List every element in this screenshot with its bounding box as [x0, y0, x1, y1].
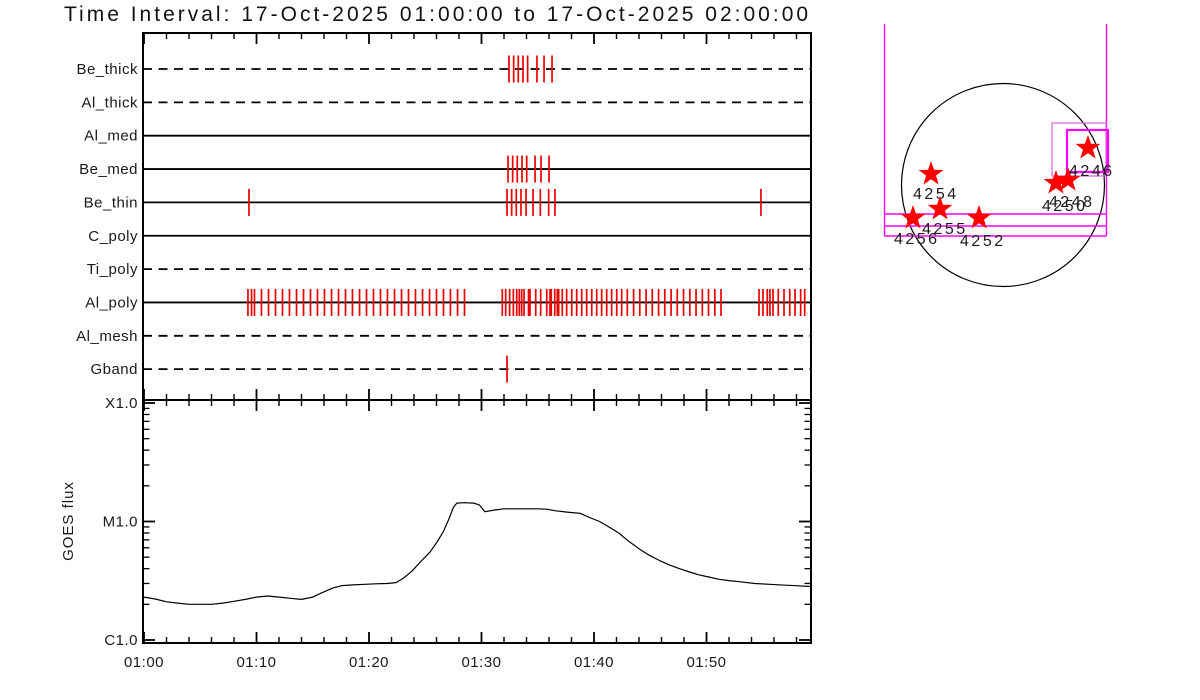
timeline-row-label: Al_mesh: [76, 328, 138, 345]
goes-ylabel: GOES flux: [60, 481, 77, 561]
active-region-star: [918, 161, 944, 185]
flux-tick-label: M1.0: [103, 514, 138, 531]
active-region-star: [927, 196, 953, 220]
active-region-label: 4255: [922, 221, 968, 238]
timeline-row-label: Be_thin: [84, 194, 138, 211]
time-tick-label: 01:00: [124, 654, 164, 671]
timeline-panel-border: [142, 32, 812, 401]
active-region-label: 4246: [1069, 163, 1115, 180]
time-tick-label: 01:10: [236, 654, 276, 671]
flux-tick-label: C1.0: [104, 632, 138, 649]
flux-tick-label: X1.0: [105, 395, 138, 412]
active-region-star: [966, 205, 992, 229]
timeline-row-label: Ti_poly: [87, 261, 138, 278]
time-tick-label: 01:50: [686, 654, 726, 671]
active-region-label: 4248: [1049, 194, 1095, 211]
active-region-label: 4252: [960, 233, 1006, 250]
fov-target-box: [1065, 128, 1110, 174]
time-tick-label: 01:30: [461, 654, 501, 671]
active-region-label: 4254: [913, 186, 959, 203]
active-region-label: 4256: [894, 231, 940, 248]
goes-flux-curve: [143, 502, 811, 605]
active-region-star: [900, 205, 926, 229]
timeline-row-label: Be_med: [79, 161, 138, 178]
time-tick-label: 01:40: [574, 654, 614, 671]
page-title: Time Interval: 17-Oct-2025 01:00:00 to 1…: [64, 3, 812, 26]
timeline-row-label: Al_med: [84, 128, 138, 145]
timeline-row-label: Be_thick: [76, 61, 138, 78]
active-region-label: 4250: [1042, 198, 1088, 215]
active-region-star: [1075, 135, 1101, 159]
timeline-row-label: Gband: [90, 361, 138, 378]
time-tick-label: 01:20: [349, 654, 389, 671]
filter-timeline-panel: Be_thick Al_thick Al_med Be_med Be_thin C_pol…: [76, 32, 812, 401]
active-region-star: [1043, 170, 1069, 194]
solar-limb-circle: [900, 82, 1106, 288]
goes-flux-panel: X1.0 M1.0 C1.0 01:00 01:10 01:20 01:30 01:40 01:…: [60, 395, 812, 671]
timeline-row-label: Al_thick: [81, 94, 138, 111]
goes-panel-border: [142, 399, 812, 644]
timeline-row-label: C_poly: [88, 228, 138, 245]
timeline-row-label: Al_poly: [85, 294, 138, 311]
active-region-star: [1055, 167, 1081, 191]
